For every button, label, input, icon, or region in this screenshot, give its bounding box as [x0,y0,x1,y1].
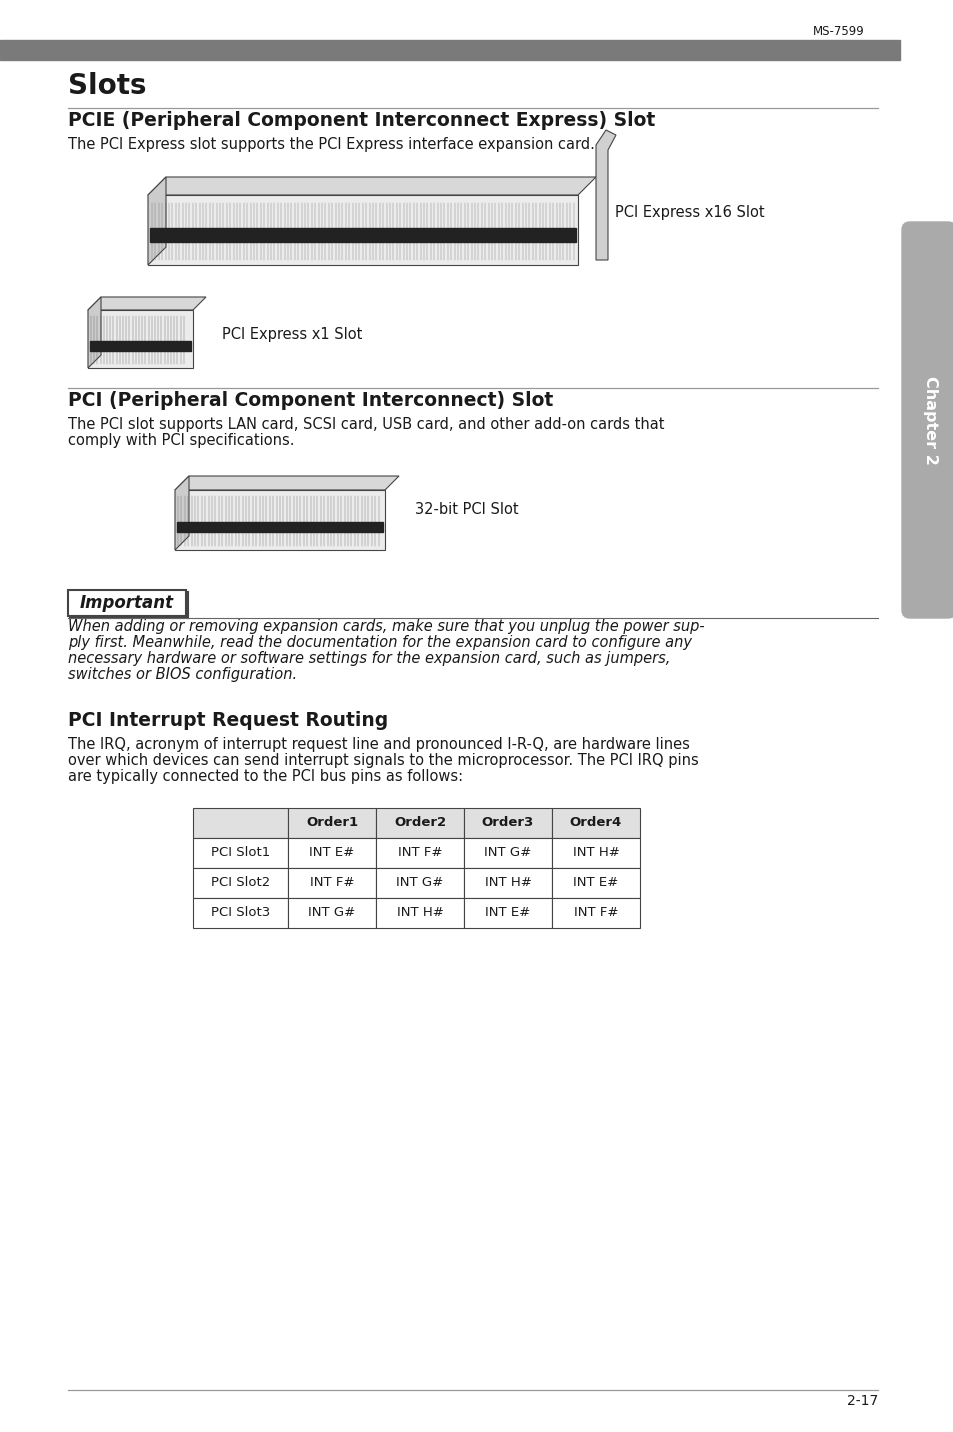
Text: Order3: Order3 [481,816,534,829]
Text: 32-bit PCI Slot: 32-bit PCI Slot [415,503,518,517]
Text: INT E#: INT E# [309,846,355,859]
Polygon shape [148,178,596,195]
Bar [288,838,375,868]
Text: 2-17: 2-17 [846,1393,877,1408]
Text: PCI (Peripheral Component Interconnect) Slot: PCI (Peripheral Component Interconnect) … [68,391,553,410]
Bar [375,868,463,898]
Bar [177,523,382,533]
Bar [0,40,899,60]
Text: PCI Express x16 Slot: PCI Express x16 Slot [615,205,763,219]
Polygon shape [148,178,166,265]
Text: Order2: Order2 [394,816,446,829]
Text: are typically connected to the PCI bus pins as follows:: are typically connected to the PCI bus p… [68,769,462,783]
FancyBboxPatch shape [901,222,953,619]
Bar [88,309,193,368]
Bar [288,898,375,928]
Bar [193,898,288,928]
Bar [463,868,552,898]
Bar [148,195,578,265]
Text: INT H#: INT H# [484,876,531,889]
Text: PCI Slot1: PCI Slot1 [211,846,270,859]
Text: PCI Express x1 Slot: PCI Express x1 Slot [222,328,362,342]
Text: The PCI slot supports LAN card, SCSI card, USB card, and other add-on cards that: The PCI slot supports LAN card, SCSI car… [68,417,664,432]
Text: necessary hardware or software settings for the expansion card, such as jumpers,: necessary hardware or software settings … [68,652,670,666]
Text: INT E#: INT E# [573,876,618,889]
Text: comply with PCI specifications.: comply with PCI specifications. [68,432,294,448]
Bar [174,490,385,550]
Text: MS-7599: MS-7599 [812,24,864,39]
Text: INT F#: INT F# [573,906,618,919]
Text: switches or BIOS configuration.: switches or BIOS configuration. [68,667,296,682]
Bar [375,898,463,928]
Text: PCI Slot3: PCI Slot3 [211,906,270,919]
Text: PCI Slot2: PCI Slot2 [211,876,270,889]
Text: Important: Important [80,594,173,611]
Text: Order1: Order1 [306,816,357,829]
Bar [193,838,288,868]
Bar [288,868,375,898]
Text: INT H#: INT H# [572,846,618,859]
Text: ply first. Meanwhile, read the documentation for the expansion card to configure: ply first. Meanwhile, read the documenta… [68,634,691,650]
Text: The IRQ, acronym of interrupt request line and pronounced I-R-Q, are hardware li: The IRQ, acronym of interrupt request li… [68,737,689,752]
Text: When adding or removing expansion cards, make sure that you unplug the power sup: When adding or removing expansion cards,… [68,619,704,634]
Text: INT G#: INT G# [395,876,443,889]
Text: INT H#: INT H# [396,906,443,919]
Bar [193,808,288,838]
Text: Chapter 2: Chapter 2 [923,375,938,464]
Bar [90,341,191,351]
Bar [193,868,288,898]
Text: INT G#: INT G# [484,846,531,859]
Polygon shape [174,475,189,550]
Polygon shape [88,296,101,368]
Text: Slots: Slots [68,72,147,100]
Bar [68,590,186,616]
Text: The PCI Express slot supports the PCI Express interface expansion card.: The PCI Express slot supports the PCI Ex… [68,137,595,152]
Polygon shape [174,475,398,490]
Text: INT G#: INT G# [308,906,355,919]
Bar [463,898,552,928]
Text: Order4: Order4 [569,816,621,829]
Text: PCI Interrupt Request Routing: PCI Interrupt Request Routing [68,712,388,730]
Text: INT E#: INT E# [485,906,530,919]
Bar [150,228,576,242]
Polygon shape [88,296,206,309]
Text: INT F#: INT F# [310,876,354,889]
Text: PCIE (Peripheral Component Interconnect Express) Slot: PCIE (Peripheral Component Interconnect … [68,112,655,130]
Polygon shape [596,130,616,261]
Bar [70,591,188,619]
Bar [552,868,639,898]
Text: INT F#: INT F# [397,846,442,859]
Bar [552,808,639,838]
Bar [463,808,552,838]
Bar [552,838,639,868]
Bar [552,898,639,928]
Text: over which devices can send interrupt signals to the microprocessor. The PCI IRQ: over which devices can send interrupt si… [68,753,698,768]
Bar [288,808,375,838]
Bar [463,838,552,868]
Bar [375,808,463,838]
Bar [375,838,463,868]
